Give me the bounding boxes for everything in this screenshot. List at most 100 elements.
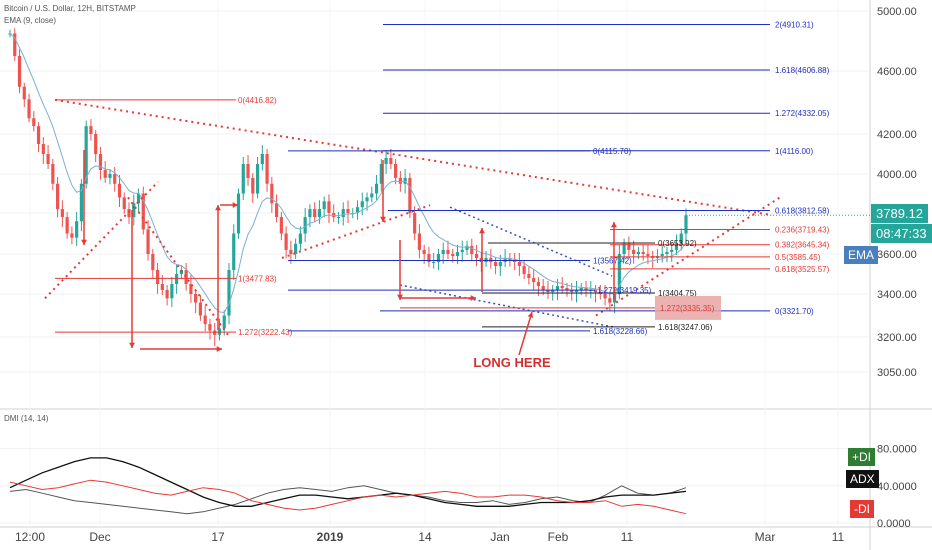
fib-left-label: 1(3477.83): [238, 274, 277, 283]
candle-body: [489, 258, 493, 262]
candle-body: [665, 251, 669, 254]
blue-wedge-lower: [399, 284, 616, 329]
candle-body: [574, 290, 579, 292]
candle-body: [79, 183, 84, 222]
arrow-down-3-head: [380, 216, 386, 222]
price-tick-label: 3050.00: [877, 367, 917, 379]
candle-body: [632, 249, 636, 254]
candle-body: [22, 86, 26, 100]
fib-level-label: 1(4116.00): [775, 147, 813, 156]
candle-body: [13, 33, 17, 56]
candle-body: [679, 233, 683, 244]
price-tick-label: 5000.00: [877, 6, 917, 18]
countdown-badge: 08:47:33: [871, 224, 932, 243]
fib-level-label: 1.618(4606.88): [775, 66, 830, 75]
candle-body: [536, 282, 541, 286]
dmi-series-di: [9, 479, 687, 515]
time-tick-label: 2019: [317, 530, 344, 544]
candle-body: [84, 126, 88, 184]
candle-body: [555, 286, 560, 290]
channel-line: [281, 204, 431, 259]
candle-body: [255, 164, 260, 194]
candle-body: [417, 233, 422, 250]
candle-body: [579, 288, 583, 290]
candle-body: [75, 221, 79, 238]
candle-body: [94, 134, 98, 154]
candle-body: [641, 251, 645, 254]
ema-legend: EMA (9, close): [4, 16, 57, 25]
candle-body: [175, 274, 179, 284]
candle-body: [394, 164, 398, 178]
candle-body: [498, 262, 502, 266]
plus-di-badge: +DI: [848, 448, 876, 466]
candle-body: [560, 286, 564, 288]
candle-body: [413, 213, 417, 234]
candle-body: [617, 254, 621, 294]
candle-body: [160, 284, 164, 290]
time-tick-label: 11: [832, 530, 845, 544]
candle-body: [127, 209, 131, 218]
candle-body: [355, 207, 360, 213]
candle-body: [374, 183, 379, 194]
candle-body: [56, 183, 60, 210]
candle-body: [446, 249, 450, 254]
candle-body: [570, 290, 574, 292]
price-tick-label: 3600.00: [877, 249, 917, 261]
candle-body: [217, 328, 222, 335]
candle-body: [284, 233, 288, 250]
time-tick-label: Jan: [490, 530, 509, 544]
candle-body: [227, 270, 231, 316]
last-price-badge: 3789.12: [871, 204, 928, 223]
candle-body: [194, 294, 198, 303]
candle-body: [265, 154, 269, 184]
blue-wedge-upper: [449, 206, 613, 277]
arrow-down-1-head: [81, 239, 87, 245]
candle-body: [470, 245, 474, 254]
candle-body: [608, 298, 612, 303]
candle-body: [660, 254, 664, 256]
candle-body: [41, 144, 45, 154]
candle-body: [170, 284, 174, 299]
candle-body: [165, 290, 169, 299]
arrow-up-3-head: [611, 222, 617, 228]
candle-body: [122, 197, 126, 210]
time-tick-label: Feb: [548, 530, 569, 544]
candle-body: [222, 315, 226, 329]
candle-body: [65, 217, 69, 234]
candle-body: [117, 183, 122, 198]
candle-body: [289, 249, 293, 254]
candle-body: [360, 201, 364, 208]
candle-body: [308, 209, 312, 218]
candle-body: [622, 243, 626, 254]
time-tick-label: 17: [211, 530, 225, 544]
candle-body: [370, 193, 374, 198]
arrow-up-2-head: [479, 228, 485, 234]
fib-level-label: 1.272(4332.05): [775, 109, 830, 118]
fib-left-label: 0(4416.82): [238, 96, 277, 105]
candle-body: [132, 203, 136, 218]
candle-body: [432, 262, 436, 263]
candle-body: [46, 154, 50, 164]
candle-body: [113, 174, 117, 184]
fib-level-label: 0.382(3645.34): [775, 241, 830, 250]
candle-body: [503, 258, 507, 262]
candle-body: [346, 209, 350, 213]
candle-body: [493, 262, 498, 266]
candle-body: [670, 249, 674, 252]
candle-body: [146, 229, 150, 254]
candle-body: [279, 217, 283, 234]
candle-body: [341, 209, 345, 218]
candle-body: [474, 254, 479, 258]
fib-mid-label: 1.272(3335.35): [660, 304, 715, 313]
dmi-tick-label: 0.0000: [877, 518, 911, 530]
candle-body: [198, 302, 203, 316]
candle-body: [527, 274, 531, 278]
candle-body: [365, 197, 369, 202]
fib-level-label: 2(4910.31): [775, 20, 814, 29]
fib-left-label: 1.272(3222.43): [238, 328, 293, 337]
candle-body: [70, 233, 74, 238]
candle-body: [103, 170, 107, 178]
dmi-series-di: [9, 485, 687, 515]
arrow-right-3-head: [470, 295, 476, 301]
